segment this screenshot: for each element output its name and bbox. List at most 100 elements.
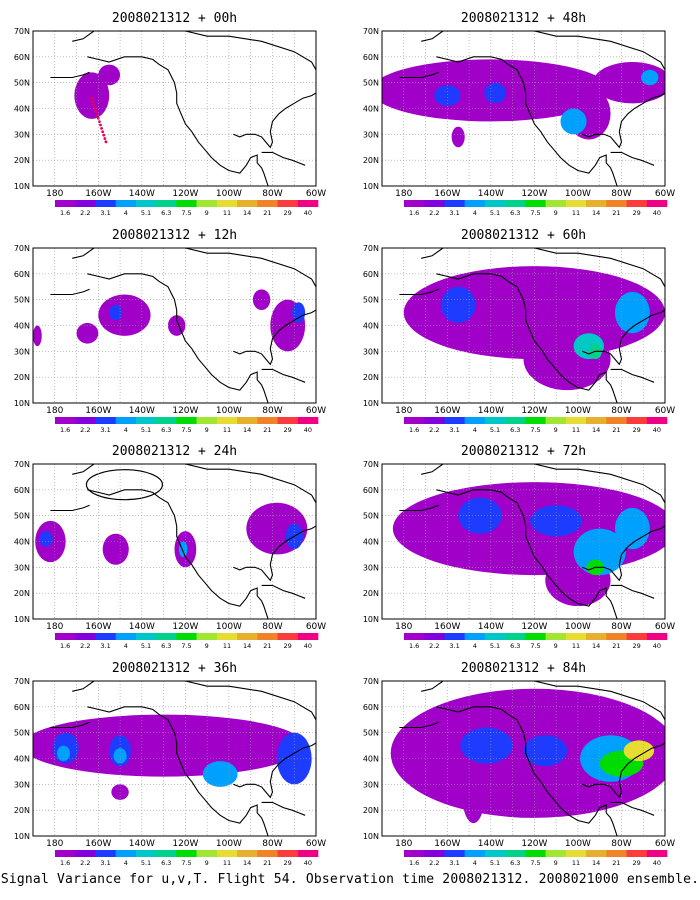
colorbar-swatch bbox=[135, 417, 157, 424]
colorbar-swatch bbox=[404, 417, 425, 424]
colorbar-swatch bbox=[464, 850, 486, 857]
lon-tick-label: 140W bbox=[478, 622, 504, 632]
colorbar-swatch bbox=[176, 417, 197, 424]
colorbar-swatch bbox=[257, 200, 278, 207]
colorbar-swatch bbox=[545, 850, 567, 857]
lon-tick-label: 60W bbox=[655, 839, 675, 849]
colorbar-label: 14 bbox=[243, 209, 251, 217]
colorbar-swatch bbox=[297, 850, 319, 857]
colorbar-swatch bbox=[424, 200, 445, 207]
colorbar-swatch bbox=[115, 633, 137, 640]
variance-contour bbox=[39, 531, 53, 547]
colorbar-swatch bbox=[297, 200, 319, 207]
colorbar-label: 3.1 bbox=[449, 209, 459, 217]
colorbar-label: 2.2 bbox=[429, 209, 439, 217]
lat-tick-label: 10N bbox=[363, 615, 379, 624]
colorbar-swatch bbox=[626, 417, 648, 424]
lat-tick-label: 50N bbox=[363, 296, 379, 305]
lon-tick-label: 160W bbox=[434, 622, 460, 632]
variance-contour bbox=[614, 507, 650, 550]
lon-tick-label: 160W bbox=[434, 189, 460, 199]
colorbar-swatch bbox=[404, 633, 425, 640]
variance-contour bbox=[484, 82, 507, 104]
lon-tick-label: 140W bbox=[129, 189, 155, 199]
lat-tick-label: 20N bbox=[14, 156, 30, 165]
colorbar-label: 40 bbox=[653, 859, 661, 867]
variance-contour bbox=[98, 294, 151, 336]
coastline bbox=[582, 742, 665, 799]
lat-tick-label: 70N bbox=[14, 27, 30, 36]
variance-contour bbox=[641, 69, 659, 86]
colorbar-label: 29 bbox=[284, 642, 292, 650]
colorbar-label: 40 bbox=[304, 426, 312, 434]
colorbar-label: 6.3 bbox=[161, 426, 171, 434]
colorbar-label: 14 bbox=[592, 642, 600, 650]
colorbar-label: 4 bbox=[124, 209, 128, 217]
colorbar-swatch bbox=[444, 850, 465, 857]
colorbar-swatch bbox=[75, 850, 96, 857]
variance-contour bbox=[292, 302, 306, 323]
colorbar-swatch bbox=[525, 850, 546, 857]
lat-tick-label: 20N bbox=[363, 589, 379, 598]
colorbar-swatch bbox=[277, 200, 299, 207]
lat-tick-label: 60N bbox=[14, 703, 30, 712]
colorbar-label: 7.5 bbox=[530, 859, 540, 867]
map-panel: 2008021312 + 48h 70N 60N 50N 40N 30N 20N 10N 180… bbox=[363, 11, 675, 217]
lat-tick-label: 10N bbox=[363, 182, 379, 191]
lat-tick-label: 20N bbox=[363, 806, 379, 815]
lon-tick-label: 120W bbox=[521, 406, 547, 416]
coastline bbox=[87, 273, 269, 403]
lat-tick-label: 30N bbox=[363, 130, 379, 139]
colorbar-label: 5.1 bbox=[141, 209, 151, 217]
lat-tick-label: 60N bbox=[14, 53, 30, 62]
colorbar-swatch bbox=[505, 417, 526, 424]
colorbar-label: 40 bbox=[304, 642, 312, 650]
coastline bbox=[261, 584, 306, 599]
colorbar-label: 5.1 bbox=[490, 859, 500, 867]
lat-tick-label: 40N bbox=[363, 755, 379, 764]
variance-contour bbox=[33, 714, 306, 777]
variance-contour bbox=[102, 533, 129, 565]
colorbar-label: 2.2 bbox=[80, 426, 90, 434]
colorbar-swatch bbox=[135, 633, 157, 640]
colorbar-label: 7.5 bbox=[181, 209, 191, 217]
variance-contour bbox=[440, 286, 476, 323]
lat-tick-label: 70N bbox=[363, 244, 379, 253]
map-frame bbox=[381, 247, 666, 404]
lon-tick-label: 160W bbox=[85, 839, 111, 849]
colorbar-swatch bbox=[156, 633, 177, 640]
colorbar-label: 4 bbox=[124, 859, 128, 867]
colorbar-label: 21 bbox=[612, 642, 620, 650]
flight-track-point bbox=[101, 130, 105, 134]
colorbar-swatch bbox=[237, 200, 258, 207]
variance-contour bbox=[623, 740, 655, 762]
figure-caption: Signal Variance for u,v,T. Flight 54. Ob… bbox=[0, 872, 700, 887]
flight-track-point bbox=[90, 96, 94, 100]
coastline bbox=[436, 273, 618, 403]
colorbar-swatch bbox=[606, 850, 627, 857]
lat-tick-label: 10N bbox=[14, 182, 30, 191]
colorbar-label: 29 bbox=[284, 859, 292, 867]
variance-contour bbox=[98, 64, 121, 86]
lon-tick-label: 140W bbox=[129, 622, 155, 632]
colorbar-label: 9 bbox=[205, 426, 209, 434]
lon-tick-label: 160W bbox=[434, 406, 460, 416]
colorbar-label: 14 bbox=[243, 642, 251, 650]
lat-tick-label: 50N bbox=[14, 729, 30, 738]
coastline bbox=[399, 71, 439, 79]
panel-title: 2008021312 + 24h bbox=[112, 444, 237, 459]
lat-tick-label: 20N bbox=[363, 156, 379, 165]
panel-title: 2008021312 + 00h bbox=[112, 11, 237, 26]
colorbar-label: 5.1 bbox=[490, 209, 500, 217]
colorbar-swatch bbox=[216, 633, 238, 640]
lat-tick-label: 50N bbox=[363, 512, 379, 521]
colorbar-label: 9 bbox=[205, 859, 209, 867]
colorbar-swatch bbox=[444, 417, 465, 424]
lat-tick-label: 70N bbox=[14, 460, 30, 469]
colorbar-label: 11 bbox=[572, 426, 580, 434]
lat-tick-label: 60N bbox=[363, 53, 379, 62]
colorbar-label: 21 bbox=[612, 426, 620, 434]
lat-tick-label: 60N bbox=[363, 703, 379, 712]
flight-track-point bbox=[92, 103, 96, 107]
colorbar-swatch bbox=[626, 200, 648, 207]
